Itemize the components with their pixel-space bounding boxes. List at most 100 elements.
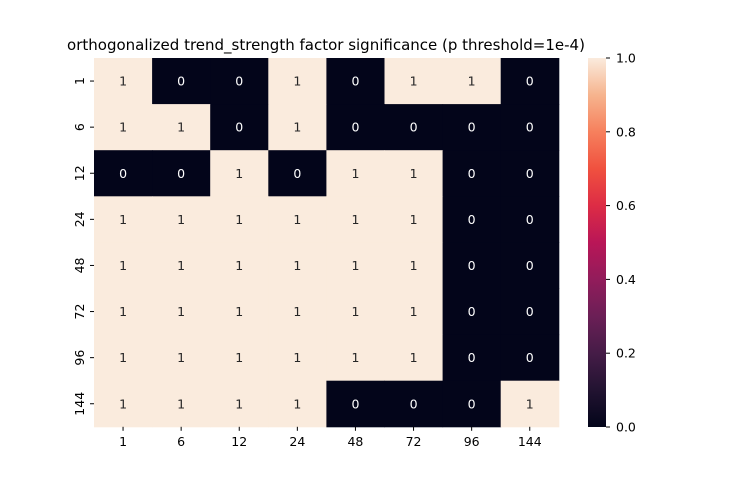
cell-value-label: 0 bbox=[468, 212, 476, 227]
heatmap-cell bbox=[326, 150, 385, 197]
x-tick-label: 96 bbox=[464, 434, 480, 449]
y-tick-label: 72 bbox=[72, 304, 87, 320]
heatmap-cell bbox=[326, 104, 385, 151]
y-tick-label: 6 bbox=[72, 123, 87, 131]
heatmap-cell bbox=[326, 380, 385, 428]
cell-value-label: 1 bbox=[293, 396, 301, 411]
heatmap-cell bbox=[442, 242, 502, 289]
colorbar-ticks: 0.0 0.2 0.4 0.6 0.8 1.0 bbox=[606, 51, 636, 435]
cell-value-label: 1 bbox=[177, 258, 185, 273]
cell-value-label: 0 bbox=[526, 166, 534, 181]
cell-value-label: 1 bbox=[351, 166, 359, 181]
cell-value-label: 0 bbox=[468, 304, 476, 319]
cell-value-label: 0 bbox=[235, 74, 243, 89]
cell-value-label: 0 bbox=[526, 258, 534, 273]
cell-value-label: 1 bbox=[119, 74, 127, 89]
cell-value-label: 0 bbox=[119, 166, 127, 181]
colorbar-tick-label: 0.2 bbox=[616, 346, 636, 361]
heatmap-cell bbox=[500, 58, 560, 105]
cell-value-label: 1 bbox=[293, 258, 301, 273]
heatmap-cells: 1 0 0 1 0 1 1 0 1 1 0 1 0 0 0 0 0 0 1 0 1 1 0 0 1 1 1 1 1 1 0 0 1 1 1 1 1 1 0 0… bbox=[94, 58, 560, 428]
x-tick-label: 24 bbox=[289, 434, 305, 449]
heatmap-cell bbox=[94, 196, 153, 243]
cell-value-label: 1 bbox=[410, 350, 418, 365]
heatmap-cell bbox=[94, 380, 153, 428]
heatmap-cell bbox=[268, 58, 327, 105]
heatmap-cell bbox=[94, 334, 153, 382]
cell-value-label: 1 bbox=[119, 304, 127, 319]
cell-value-label: 1 bbox=[410, 74, 418, 89]
cell-value-label: 0 bbox=[468, 120, 476, 135]
x-tick-label: 48 bbox=[347, 434, 363, 449]
heatmap-cell bbox=[442, 150, 502, 197]
cell-value-label: 1 bbox=[235, 166, 243, 181]
cell-value-label: 1 bbox=[235, 304, 243, 319]
heatmap-cell bbox=[268, 380, 327, 428]
cell-value-label: 1 bbox=[235, 258, 243, 273]
heatmap-cell bbox=[268, 196, 327, 243]
heatmap-cell bbox=[442, 334, 502, 382]
heatmap-cell bbox=[500, 242, 560, 289]
heatmap-cell bbox=[210, 242, 269, 289]
cell-value-label: 0 bbox=[351, 396, 359, 411]
heatmap-cell bbox=[384, 334, 444, 382]
cell-value-label: 1 bbox=[119, 212, 127, 227]
x-tick-label: 1 bbox=[119, 434, 127, 449]
heatmap-cell bbox=[500, 334, 560, 382]
heatmap-cell bbox=[326, 196, 385, 243]
cell-value-label: 0 bbox=[468, 396, 476, 411]
cell-value-label: 0 bbox=[293, 166, 301, 181]
heatmap-cell bbox=[94, 242, 153, 289]
heatmap-cell bbox=[268, 104, 327, 151]
cell-value-label: 1 bbox=[526, 396, 534, 411]
heatmap-cell bbox=[152, 288, 211, 336]
heatmap-cell bbox=[210, 380, 269, 428]
heatmap-cell bbox=[268, 150, 327, 197]
chart-title: orthogonalized trend_strength factor sig… bbox=[67, 36, 585, 55]
heatmap-cell bbox=[94, 58, 153, 105]
y-tick-label: 96 bbox=[72, 350, 87, 366]
cell-value-label: 1 bbox=[468, 74, 476, 89]
heatmap-cell bbox=[500, 288, 560, 336]
cell-value-label: 1 bbox=[351, 304, 359, 319]
cell-value-label: 1 bbox=[351, 212, 359, 227]
heatmap-cell bbox=[384, 196, 444, 243]
heatmap-cell bbox=[268, 288, 327, 336]
cell-value-label: 1 bbox=[410, 212, 418, 227]
y-tick-label: 144 bbox=[72, 392, 87, 416]
y-tick-label: 48 bbox=[72, 257, 87, 273]
heatmap-cell bbox=[152, 380, 211, 428]
cell-value-label: 0 bbox=[235, 120, 243, 135]
cell-value-label: 0 bbox=[410, 396, 418, 411]
cell-value-label: 1 bbox=[235, 396, 243, 411]
cell-value-label: 0 bbox=[351, 74, 359, 89]
y-tick-label: 24 bbox=[72, 211, 87, 227]
x-tick-label: 6 bbox=[177, 434, 185, 449]
cell-value-label: 1 bbox=[293, 212, 301, 227]
cell-value-label: 0 bbox=[177, 166, 185, 181]
heatmap-cell bbox=[326, 242, 385, 289]
heatmap-cell bbox=[500, 104, 560, 151]
cell-value-label: 0 bbox=[526, 74, 534, 89]
heatmap-cell bbox=[210, 196, 269, 243]
heatmap-cell bbox=[268, 334, 327, 382]
colorbar-tick-label: 0.6 bbox=[616, 198, 636, 213]
colorbar-tick-label: 0.4 bbox=[616, 272, 636, 287]
x-tick-label: 12 bbox=[231, 434, 247, 449]
heatmap-cell bbox=[210, 104, 269, 151]
heatmap-cell bbox=[442, 196, 502, 243]
cell-value-label: 1 bbox=[351, 350, 359, 365]
heatmap-cell bbox=[384, 104, 444, 151]
heatmap-cell bbox=[94, 150, 153, 197]
y-axis-ticks: 1 6 12 24 48 72 96 144 bbox=[72, 77, 94, 416]
heatmap-cell bbox=[500, 150, 560, 197]
heatmap-cell bbox=[384, 242, 444, 289]
heatmap-cell bbox=[210, 334, 269, 382]
cell-value-label: 1 bbox=[293, 74, 301, 89]
cell-value-label: 1 bbox=[410, 304, 418, 319]
heatmap-cell bbox=[152, 104, 211, 151]
cell-value-label: 0 bbox=[468, 350, 476, 365]
cell-value-label: 1 bbox=[119, 120, 127, 135]
heatmap-cell bbox=[442, 288, 502, 336]
